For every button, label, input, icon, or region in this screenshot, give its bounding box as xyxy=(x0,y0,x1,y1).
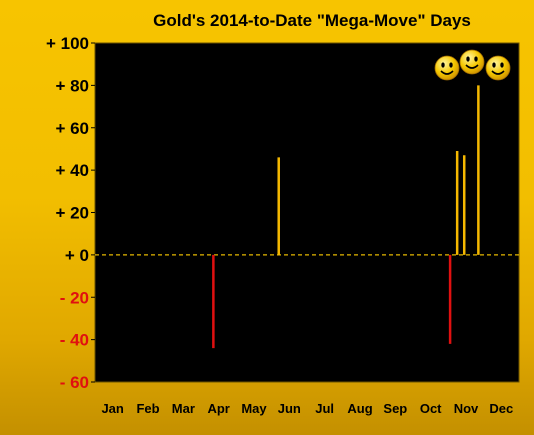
y-tick-label: + 80 xyxy=(55,76,89,95)
x-tick-label: Sep xyxy=(383,401,407,416)
chart-title: Gold's 2014-to-Date "Mega-Move" Days xyxy=(153,11,471,30)
y-tick-label: + 0 xyxy=(65,246,89,265)
x-tick-label: May xyxy=(241,401,267,416)
y-tick-label: + 40 xyxy=(55,161,89,180)
x-tick-label: Jan xyxy=(101,401,123,416)
plot-area xyxy=(94,42,520,383)
x-tick-label: Jun xyxy=(278,401,301,416)
x-axis-ticks: Jan Feb Mar Apr May Jun Jul Aug Sep Oct Nov Dec xyxy=(101,401,513,416)
x-tick-label: Oct xyxy=(420,401,442,416)
x-tick-label: Feb xyxy=(136,401,159,416)
y-tick-label: - 20 xyxy=(60,288,89,307)
x-tick-label: Nov xyxy=(454,401,479,416)
x-tick-label: Aug xyxy=(347,401,372,416)
y-tick-label: + 100 xyxy=(46,34,89,53)
x-tick-label: Dec xyxy=(489,401,513,416)
y-tick-label: - 60 xyxy=(60,373,89,392)
y-tick-label: + 60 xyxy=(55,119,89,138)
x-tick-label: Mar xyxy=(172,401,195,416)
smiley-faces-icon xyxy=(434,49,511,81)
y-axis-ticks: + 100 + 80 + 60 + 40 + 20 + 0 - 20 - 40 - 60 xyxy=(46,34,95,392)
x-tick-label: Apr xyxy=(207,401,229,416)
x-tick-label: Jul xyxy=(315,401,334,416)
y-tick-label: - 40 xyxy=(60,331,89,350)
bar-layer xyxy=(95,85,519,349)
y-tick-label: + 20 xyxy=(55,204,89,223)
